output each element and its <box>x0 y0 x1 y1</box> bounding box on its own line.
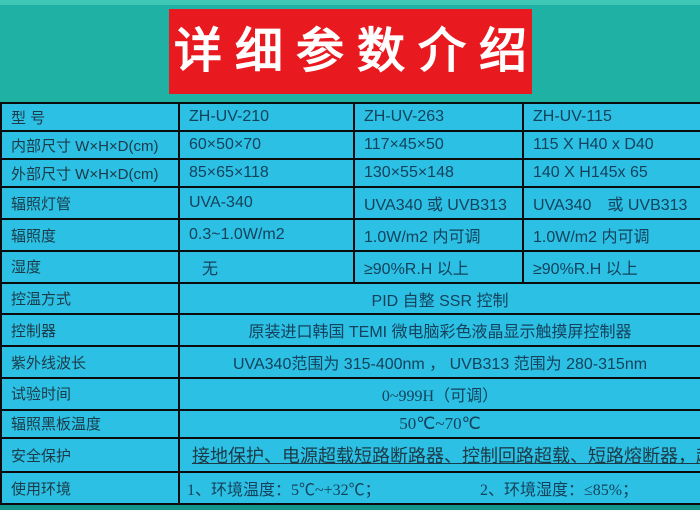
row-label: 型 号 <box>0 101 180 133</box>
spec-value: 140 X H145x 65 <box>522 158 700 189</box>
row-label: 使用环境 <box>0 471 180 505</box>
spec-value: UVA340 或 UVB313 <box>522 186 700 221</box>
bottom-dark-strip <box>0 505 700 510</box>
spec-value: 1.0W/m2 内可调 <box>522 218 700 252</box>
spec-value: 原装进口韩国 TEMI 微电脑彩色液晶显示触摸屏控制器 <box>178 313 700 348</box>
title-banner: 详细参数介绍 <box>169 9 532 94</box>
table-row-inner-size: 内部尺寸 W×H×D(cm) 60×50×70 117×45×50 115 X … <box>0 130 700 161</box>
table-row-outer-size: 外部尺寸 W×H×D(cm) 85×65×118 130×55×148 140 … <box>0 158 700 189</box>
row-label: 试验时间 <box>0 377 180 411</box>
table-row-blackboard-temp: 辐照黑板温度 50℃~70℃ <box>0 408 700 439</box>
row-label: 辐照度 <box>0 218 180 252</box>
row-label: 辐照灯管 <box>0 186 180 221</box>
spec-value: 130×55×148 <box>353 158 524 189</box>
spec-value: 0~999H（可调） <box>178 377 700 411</box>
table-row-controller: 控制器 原装进口韩国 TEMI 微电脑彩色液晶显示触摸屏控制器 <box>0 313 700 348</box>
row-label: 湿度 <box>0 249 180 284</box>
row-label: 紫外线波长 <box>0 345 180 380</box>
spec-value: 1、环境温度：5℃~+32℃； 2、环境湿度：≤85%； <box>178 471 700 505</box>
spec-value: ZH-UV-210 <box>178 101 355 133</box>
spec-value: 接地保护、电源超载短路断路器、控制回路超载、短路熔断器，超温保 <box>178 436 700 474</box>
spec-table: 型 号 ZH-UV-210 ZH-UV-263 ZH-UV-115 内部尺寸 W… <box>0 101 700 505</box>
spec-value: 85×65×118 <box>178 158 355 189</box>
table-row-lamp: 辐照灯管 UVA-340 UVA340 或 UVB313 UVA340 或 UV… <box>0 186 700 221</box>
table-row-model: 型 号 ZH-UV-210 ZH-UV-263 ZH-UV-115 <box>0 101 700 133</box>
row-label: 控温方式 <box>0 281 180 316</box>
spec-value: ZH-UV-115 <box>522 101 700 133</box>
spec-value: 60×50×70 <box>178 130 355 161</box>
top-light-strip <box>0 0 700 5</box>
spec-value: 50℃~70℃ <box>178 408 700 439</box>
spec-value: ≥90%R.H 以上 <box>522 249 700 284</box>
table-row-irradiance: 辐照度 0.3~1.0W/m2 1.0W/m2 内可调 1.0W/m2 内可调 <box>0 218 700 252</box>
table-row-safety: 安全保护 接地保护、电源超载短路断路器、控制回路超载、短路熔断器，超温保 <box>0 436 700 474</box>
row-label: 控制器 <box>0 313 180 348</box>
spec-value: UVA340范围为 315-400nm ， UVB313 范围为 280-315… <box>178 345 700 380</box>
spec-value: 无 <box>178 249 355 284</box>
env-humidity: 2、环境湿度：≤85%； <box>480 482 639 500</box>
spec-value: UVA-340 <box>178 186 355 221</box>
row-label: 辐照黑板温度 <box>0 408 180 439</box>
table-row-environment: 使用环境 1、环境温度：5℃~+32℃； 2、环境湿度：≤85%； <box>0 471 700 505</box>
spec-value: ZH-UV-263 <box>353 101 524 133</box>
page-title: 详细参数介绍 <box>174 24 541 78</box>
spec-value: 117×45×50 <box>353 130 524 161</box>
table-row-temp-control: 控温方式 PID 自整 SSR 控制 <box>0 281 700 316</box>
spec-value: ≥90%R.H 以上 <box>353 249 524 284</box>
table-row-test-time: 试验时间 0~999H（可调） <box>0 377 700 411</box>
row-label: 内部尺寸 W×H×D(cm) <box>0 130 180 161</box>
spec-value: 1.0W/m2 内可调 <box>353 218 524 252</box>
row-label: 安全保护 <box>0 436 180 474</box>
env-temperature: 1、环境温度：5℃~+32℃； <box>187 482 381 500</box>
spec-value: 115 X H40 x D40 <box>522 130 700 161</box>
table-row-uv-wavelength: 紫外线波长 UVA340范围为 315-400nm ， UVB313 范围为 2… <box>0 345 700 380</box>
table-row-humidity: 湿度 无 ≥90%R.H 以上 ≥90%R.H 以上 <box>0 249 700 284</box>
row-label: 外部尺寸 W×H×D(cm) <box>0 158 180 189</box>
spec-value: UVA340 或 UVB313 <box>353 186 524 221</box>
spec-value: PID 自整 SSR 控制 <box>178 281 700 316</box>
spec-value: 0.3~1.0W/m2 <box>178 218 355 252</box>
